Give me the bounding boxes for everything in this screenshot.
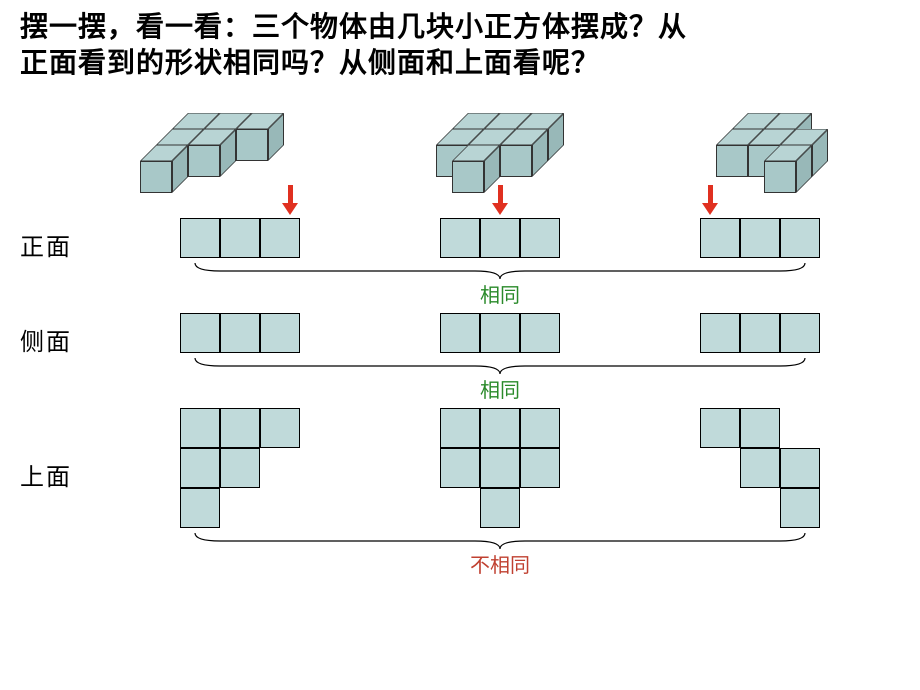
filled-square [480,448,520,488]
view-group [410,409,590,529]
filled-square [740,218,780,258]
filled-square [780,218,820,258]
filled-square [780,448,820,488]
empty-square [700,488,740,528]
filled-square [520,218,560,258]
filled-square [180,408,220,448]
title-line-1: 摆一摆，看一看：三个物体由几块小正方体摆成？从 [20,12,687,43]
filled-square [740,408,780,448]
top-verdict: 不相同 [100,549,900,578]
grid [440,314,560,354]
title-line-2: 正面看到的形状相同吗？从侧面和上面看呢？ [20,48,600,79]
filled-square [780,488,820,528]
filled-square [780,313,820,353]
view-group [150,314,330,354]
filled-square [740,448,780,488]
view-group [670,314,850,354]
cube [500,145,532,177]
filled-square [520,408,560,448]
view-group [670,409,850,529]
filled-square [180,488,220,528]
grid [700,314,820,354]
view-group [670,219,850,259]
grid [700,409,820,529]
cube [140,161,172,193]
isometric-shape [400,91,600,181]
cube [188,145,220,177]
empty-square [520,488,560,528]
side-label: 侧面 [20,322,72,357]
empty-square [260,488,300,528]
filled-square [520,448,560,488]
isometric-row [100,91,900,181]
view-group [150,409,330,529]
grid [180,219,300,259]
filled-square [440,448,480,488]
page-title: 摆一摆，看一看：三个物体由几块小正方体摆成？从 正面看到的形状相同吗？从侧面和上… [20,10,900,83]
filled-square [220,313,260,353]
filled-square [180,313,220,353]
content-area: 正面 相同 侧面 相同 上面 不相同 [20,91,900,578]
filled-square [220,448,260,488]
bracket-top [100,531,900,551]
empty-square [220,488,260,528]
filled-square [480,313,520,353]
top-label: 上面 [20,457,72,492]
filled-square [480,488,520,528]
filled-square [480,218,520,258]
filled-square [700,313,740,353]
filled-square [520,313,560,353]
front-views-row [100,219,900,259]
cube [236,129,268,161]
grid [440,219,560,259]
filled-square [260,408,300,448]
top-views-row [100,409,900,529]
side-views-row [100,314,900,354]
empty-square [700,448,740,488]
grid [180,314,300,354]
cube [716,145,748,177]
grid [440,409,560,529]
empty-square [780,408,820,448]
filled-square [260,313,300,353]
cube [764,161,796,193]
grid [180,409,300,529]
filled-square [700,218,740,258]
filled-square [260,218,300,258]
filled-square [220,218,260,258]
side-section: 侧面 相同 [20,314,900,403]
empty-square [740,488,780,528]
side-verdict: 相同 [100,374,900,403]
front-section: 正面 相同 [20,219,900,308]
isometric-shape [680,91,880,181]
filled-square [440,218,480,258]
cube [452,161,484,193]
filled-square [440,408,480,448]
view-group [410,219,590,259]
top-section: 上面 不相同 [20,409,900,578]
filled-square [740,313,780,353]
front-label: 正面 [20,227,72,262]
view-group [410,314,590,354]
view-group [150,219,330,259]
filled-square [180,448,220,488]
filled-square [480,408,520,448]
bracket-front [100,261,900,281]
filled-square [700,408,740,448]
empty-square [440,488,480,528]
bracket-side [100,356,900,376]
filled-square [180,218,220,258]
front-verdict: 相同 [100,279,900,308]
empty-square [260,448,300,488]
grid [700,219,820,259]
filled-square [220,408,260,448]
filled-square [440,313,480,353]
isometric-shape [120,91,320,181]
